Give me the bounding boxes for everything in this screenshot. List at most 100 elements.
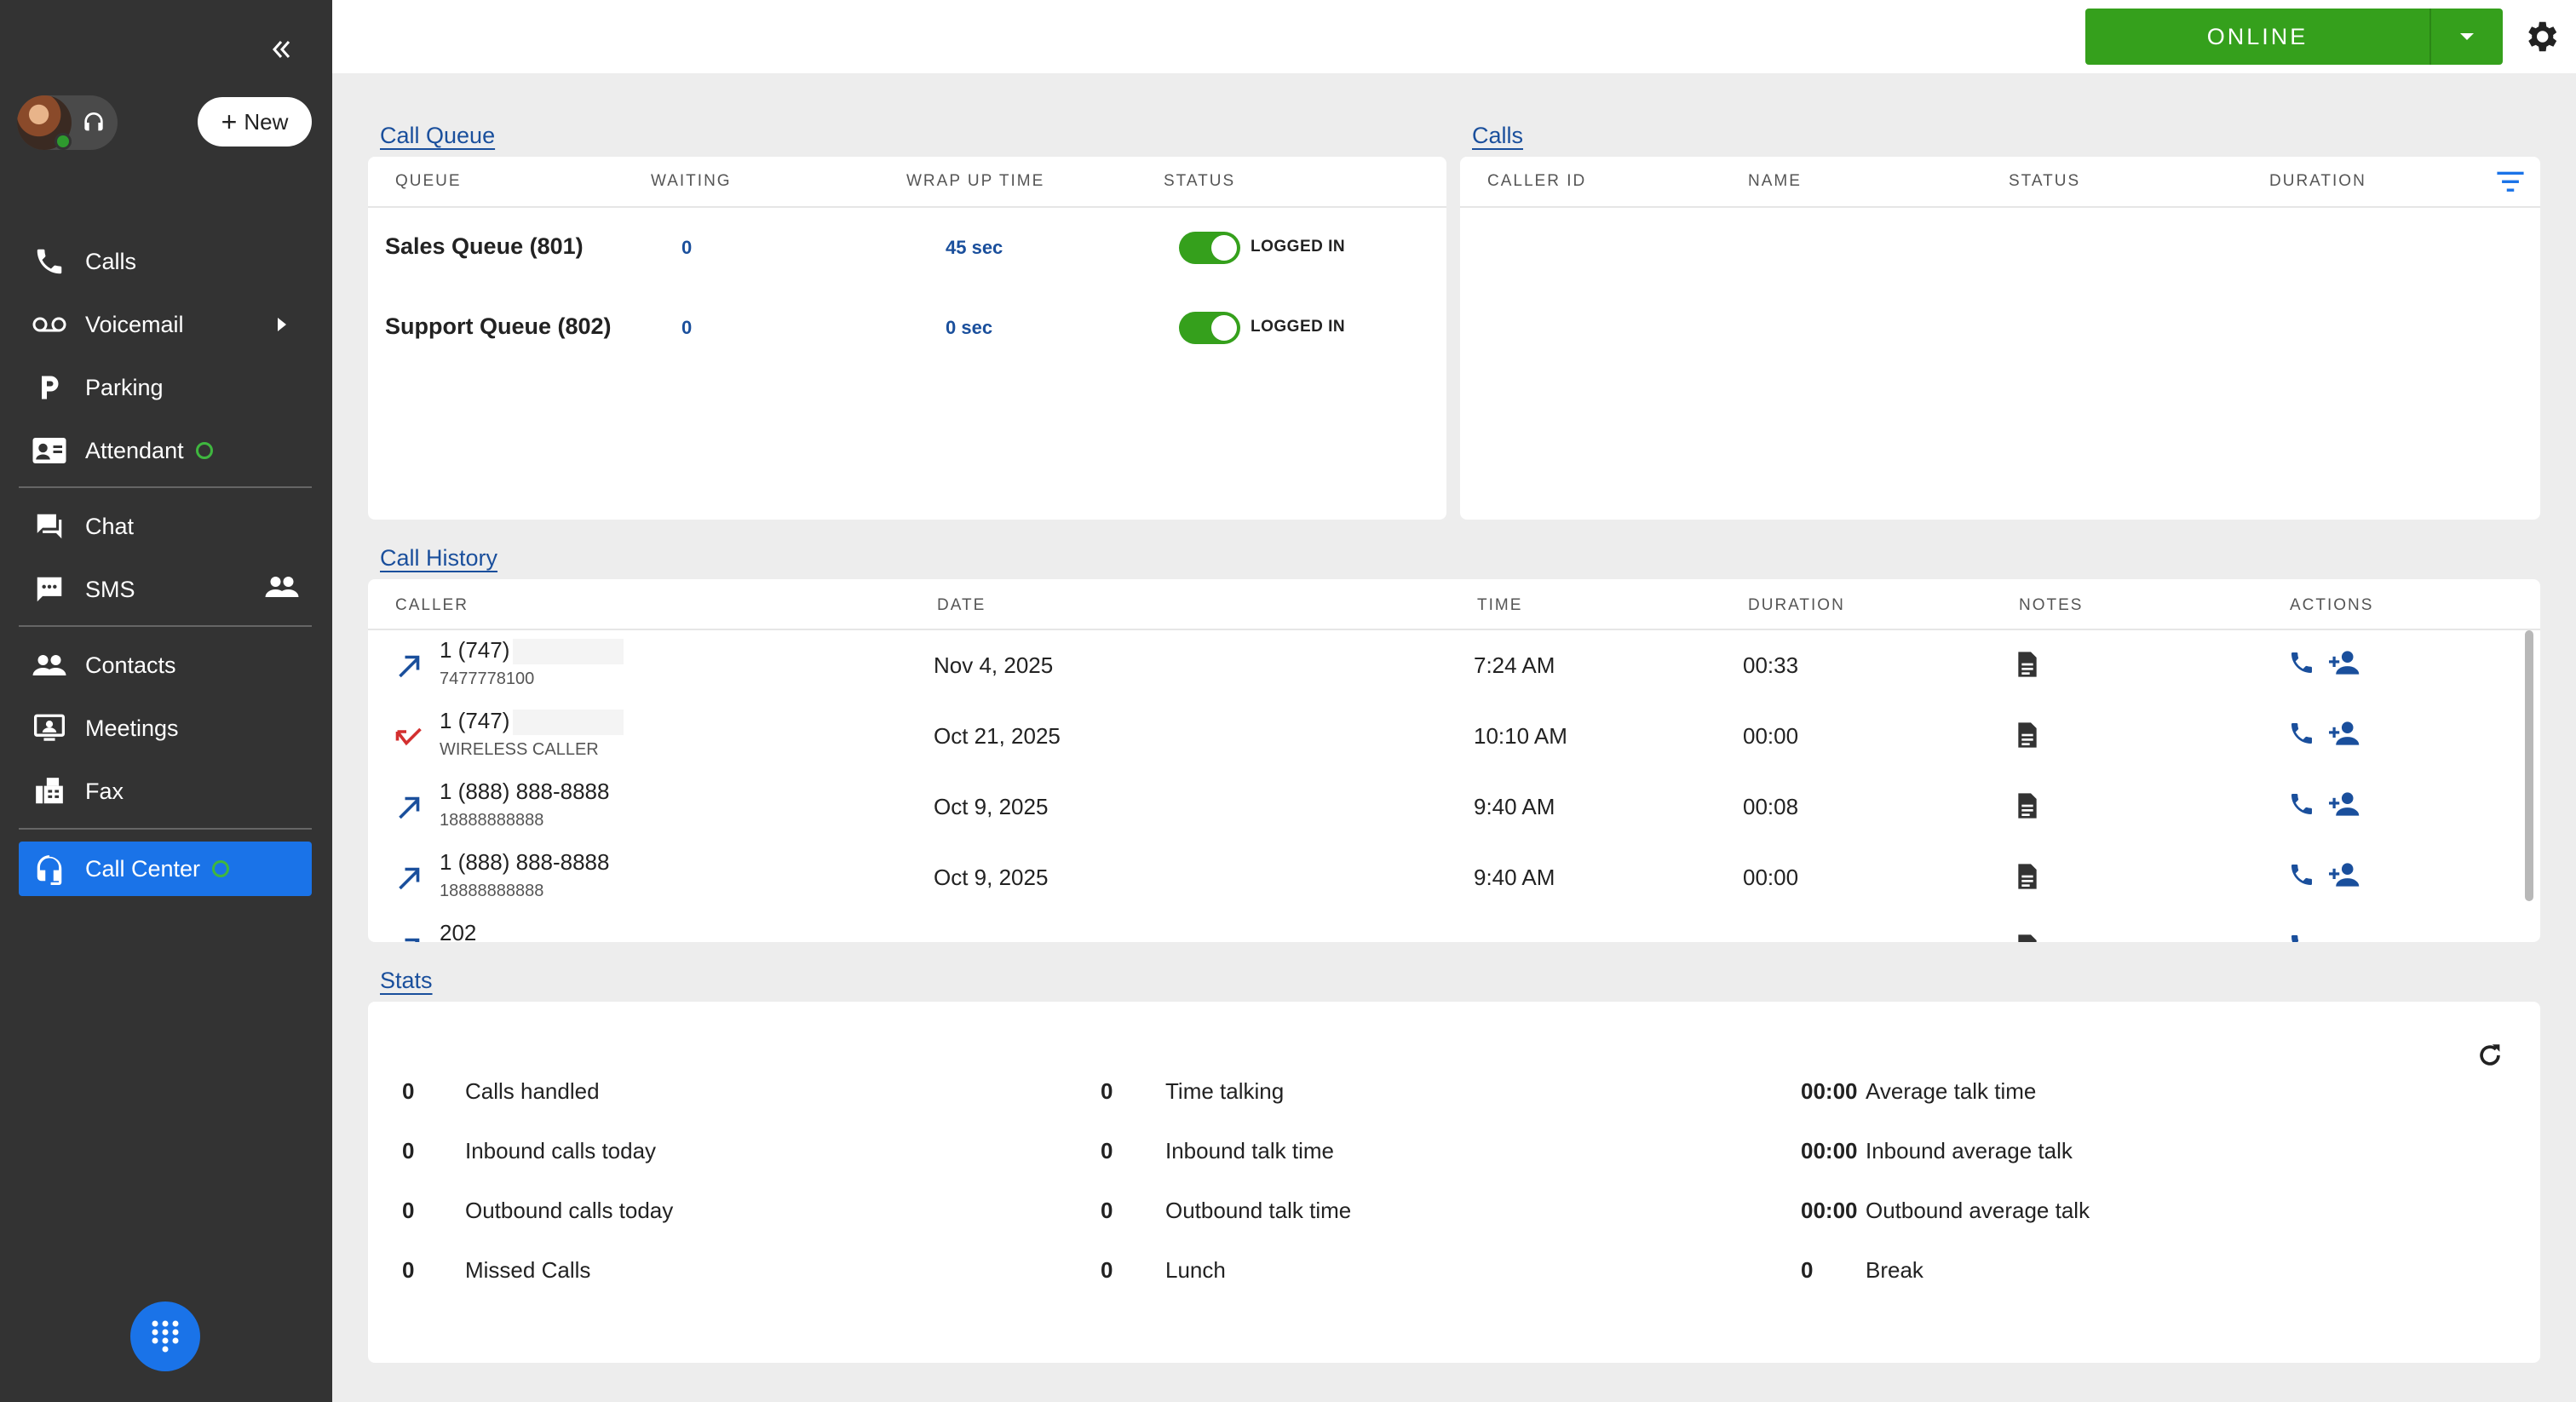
sidebar-item-label: Contacts bbox=[85, 652, 176, 678]
divider bbox=[1460, 206, 2540, 208]
add-contact-icon[interactable] bbox=[2329, 790, 2361, 818]
stat-label: Outbound talk time bbox=[1165, 1198, 1352, 1223]
call-icon[interactable] bbox=[2288, 649, 2315, 676]
status-dot bbox=[195, 442, 213, 459]
add-contact-icon[interactable] bbox=[2329, 861, 2361, 888]
call-date: Oct 9, 2025 bbox=[934, 865, 1049, 890]
column-header: QUEUE bbox=[395, 172, 462, 190]
voicemail-icon bbox=[31, 306, 68, 343]
column-header: NOTES bbox=[2019, 596, 2084, 614]
sidebar-item-calls[interactable]: Calls bbox=[19, 234, 312, 289]
calls-title[interactable]: Calls bbox=[1472, 123, 1524, 148]
sidebar-item-call-center[interactable]: Call Center bbox=[19, 842, 312, 896]
redacted-digits bbox=[513, 639, 624, 664]
table-row[interactable]: 1 (888) 888-8888 18888888888 Oct 9, 2025… bbox=[368, 842, 2525, 913]
queue-wrap-up[interactable]: 45 sec bbox=[946, 237, 1003, 258]
stat-label: Outbound calls today bbox=[465, 1198, 674, 1223]
presence-status-label[interactable]: ONLINE bbox=[2206, 23, 2309, 49]
caller-sub: 18888888888 bbox=[440, 882, 544, 900]
call-icon[interactable] bbox=[2288, 790, 2315, 818]
stat-value: 0 bbox=[402, 1138, 415, 1164]
notes-icon[interactable] bbox=[2015, 792, 2039, 819]
column-header: DURATION bbox=[1748, 596, 1845, 614]
collapse-sidebar-icon[interactable] bbox=[264, 32, 298, 66]
call-time: 9:40 AM bbox=[1474, 865, 1555, 890]
call-date: Oct 9, 2025 bbox=[934, 794, 1049, 819]
sidebar-item-fax[interactable]: Fax bbox=[19, 764, 312, 819]
sidebar-item-label: Chat bbox=[85, 513, 135, 539]
divider bbox=[368, 206, 1446, 208]
stat-value: 0 bbox=[1801, 1257, 1814, 1283]
caller-sub: 18888888888 bbox=[440, 811, 544, 830]
chevron-down-icon[interactable] bbox=[2431, 33, 2503, 40]
new-button[interactable]: + New bbox=[198, 97, 312, 147]
chat-icon bbox=[31, 508, 68, 545]
call-time: 9:40 AM bbox=[1474, 794, 1555, 819]
column-header: WRAP UP TIME bbox=[906, 172, 1045, 190]
sidebar-item-chat[interactable]: Chat bbox=[19, 499, 312, 554]
call-icon[interactable] bbox=[2288, 720, 2315, 747]
queue-name: Sales Queue (801) bbox=[385, 233, 584, 259]
column-header: NAME bbox=[1748, 172, 1802, 190]
call-queue-title[interactable]: Call Queue bbox=[380, 123, 496, 148]
stat-label: Inbound talk time bbox=[1165, 1138, 1335, 1164]
stat-label: Time talking bbox=[1165, 1078, 1285, 1104]
table-row[interactable]: 202 bbox=[368, 913, 2525, 942]
scrollbar[interactable] bbox=[2525, 630, 2533, 901]
call-duration: 00:00 bbox=[1743, 865, 1799, 890]
table-row[interactable]: 1 (747) 7477778100 Nov 4, 2025 7:24 AM 0… bbox=[368, 630, 2525, 701]
caller-number: 202 bbox=[440, 920, 477, 942]
call-duration: 00:08 bbox=[1743, 794, 1799, 819]
gear-icon[interactable] bbox=[2521, 17, 2561, 56]
stat-value: 00:00 bbox=[1801, 1138, 1858, 1164]
sidebar-item-attendant[interactable]: Attendant bbox=[19, 423, 312, 478]
refresh-icon[interactable] bbox=[2475, 1041, 2504, 1070]
call-icon[interactable] bbox=[2288, 861, 2315, 888]
calls-panel: CALLER ID NAME STATUS DURATION bbox=[1460, 157, 2540, 520]
presence-status-button[interactable]: ONLINE bbox=[2085, 9, 2503, 65]
phone-icon bbox=[31, 243, 68, 280]
queue-row: Sales Queue (801) 0 45 sec LOGGED IN bbox=[368, 210, 1446, 286]
call-history-title[interactable]: Call History bbox=[380, 545, 498, 571]
headset-icon bbox=[31, 850, 68, 888]
notes-icon[interactable] bbox=[2015, 863, 2039, 890]
sidebar-item-voicemail[interactable]: Voicemail bbox=[19, 297, 312, 352]
call-icon[interactable] bbox=[2288, 932, 2315, 942]
sidebar-item-parking[interactable]: Parking bbox=[19, 360, 312, 415]
add-contact-icon[interactable] bbox=[2329, 649, 2361, 676]
call-duration: 00:33 bbox=[1743, 652, 1799, 678]
stat-value: 0 bbox=[1101, 1198, 1113, 1223]
column-header: STATUS bbox=[1164, 172, 1236, 190]
queue-wrap-up[interactable]: 0 sec bbox=[946, 317, 993, 338]
add-contact-icon[interactable] bbox=[2329, 720, 2361, 747]
stats-title[interactable]: Stats bbox=[380, 968, 433, 993]
divider bbox=[19, 828, 312, 830]
sidebar-item-contacts[interactable]: Contacts bbox=[19, 638, 312, 692]
dialpad-button[interactable] bbox=[130, 1301, 200, 1371]
sidebar-item-sms[interactable]: SMS bbox=[19, 562, 312, 617]
filter-icon[interactable] bbox=[2496, 169, 2525, 194]
sidebar-item-label: Attendant bbox=[85, 437, 184, 463]
stat-label: Lunch bbox=[1165, 1257, 1226, 1283]
queue-login-toggle[interactable] bbox=[1179, 312, 1240, 344]
chevron-right-icon[interactable] bbox=[278, 318, 286, 331]
table-row[interactable]: 1 (747) WIRELESS CALLER Oct 21, 2025 10:… bbox=[368, 701, 2525, 772]
stat-label: Outbound average talk bbox=[1866, 1198, 2090, 1223]
sidebar-item-meetings[interactable]: Meetings bbox=[19, 701, 312, 756]
table-row[interactable]: 1 (888) 888-8888 18888888888 Oct 9, 2025… bbox=[368, 772, 2525, 842]
stat-value: 0 bbox=[1101, 1138, 1113, 1164]
user-status-control[interactable] bbox=[17, 95, 118, 150]
call-history-panel: CALLER DATE TIME DURATION NOTES ACTIONS … bbox=[368, 579, 2540, 942]
stat-label: Calls handled bbox=[465, 1078, 600, 1104]
group-icon[interactable] bbox=[264, 574, 300, 606]
queue-login-toggle[interactable] bbox=[1179, 232, 1240, 264]
call-time: 7:24 AM bbox=[1474, 652, 1555, 678]
divider bbox=[19, 625, 312, 627]
notes-icon[interactable] bbox=[2015, 721, 2039, 749]
contact-card-icon bbox=[31, 432, 68, 469]
outbound-call-icon bbox=[399, 655, 420, 678]
notes-icon[interactable] bbox=[2015, 651, 2039, 678]
notes-icon[interactable] bbox=[2015, 934, 2039, 942]
call-duration: 00:00 bbox=[1743, 723, 1799, 749]
status-dot bbox=[212, 860, 230, 877]
